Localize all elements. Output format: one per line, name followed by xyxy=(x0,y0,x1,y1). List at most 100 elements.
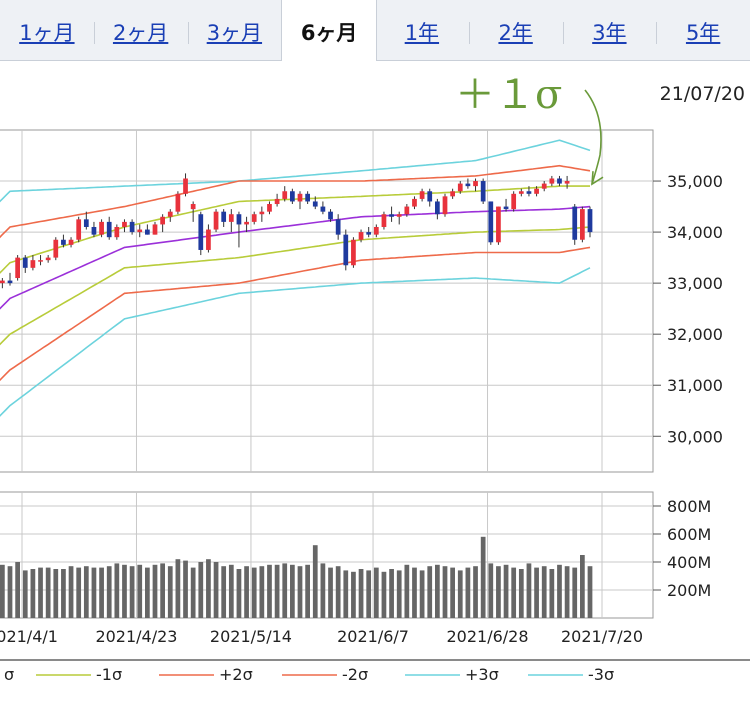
volume-bar xyxy=(488,563,494,618)
volume-bar xyxy=(61,569,66,618)
tab-1[interactable]: 1ヶ月 xyxy=(19,21,75,45)
plus-1-sigma-annotation: ＋１σ xyxy=(455,72,562,118)
tab-5[interactable]: 1年 xyxy=(404,21,440,45)
volume-bar xyxy=(549,569,555,618)
candle-body xyxy=(282,191,288,199)
volume-bar xyxy=(45,567,51,618)
volume-bar xyxy=(427,566,433,618)
price-axis: 35,000 34,000 33,000 32,000 31,000 30,000 xyxy=(653,172,723,446)
annotation-arrow xyxy=(584,89,602,185)
volume-bar xyxy=(259,566,265,618)
candle-body xyxy=(389,214,394,217)
candle-body xyxy=(244,221,249,225)
candle-body xyxy=(190,204,196,210)
volume-bar xyxy=(114,563,120,618)
price-tick-label: 35,000 xyxy=(667,172,723,191)
volume-bar xyxy=(68,566,74,618)
tab-separator xyxy=(187,22,189,44)
candle-body xyxy=(511,193,517,210)
volume-bar xyxy=(76,567,82,618)
band-minus2 xyxy=(0,246,591,382)
date-tick-label: 2021/5/14 xyxy=(210,627,292,646)
candle-body xyxy=(335,219,341,235)
legend-label: -3σ xyxy=(588,665,614,684)
volume-bar xyxy=(152,564,158,618)
period-tabs: 1ヶ月 2ヶ月 3ヶ月 6ヶ月 1年 2年 3年 5年 xyxy=(0,0,750,61)
volume-bar xyxy=(480,536,486,618)
volume-bar xyxy=(511,567,517,618)
candle-body xyxy=(305,193,310,202)
candle-body xyxy=(83,219,89,227)
date-tick-label: 2021/7/20 xyxy=(561,627,643,646)
candle-body xyxy=(457,183,463,192)
tab-7[interactable]: 3年 xyxy=(592,21,627,45)
price-tick-label: 32,000 xyxy=(667,325,723,344)
volume-bar xyxy=(0,564,5,618)
candle-body xyxy=(373,226,379,235)
volume-bar xyxy=(122,564,127,618)
candle-body xyxy=(541,183,547,189)
candle-body xyxy=(129,221,135,233)
candle-body xyxy=(480,181,486,202)
tab-4[interactable]: 6ヶ月 xyxy=(281,0,377,61)
candle-body xyxy=(99,221,104,235)
candle-body xyxy=(572,206,578,240)
band-minus3 xyxy=(0,267,591,417)
candle-body xyxy=(167,211,173,217)
volume-bar xyxy=(145,567,150,618)
tab-3[interactable]: 3ヶ月 xyxy=(206,21,263,45)
volume-bar xyxy=(83,566,89,618)
candle-body xyxy=(526,191,532,194)
volume-bar xyxy=(534,567,539,618)
candle-body xyxy=(366,232,372,235)
candle-body xyxy=(290,191,295,202)
volume-bar xyxy=(251,567,257,618)
tab-6[interactable]: 2年 xyxy=(498,21,533,45)
volume-bar xyxy=(457,570,463,618)
candle-body xyxy=(106,221,112,238)
candle-body xyxy=(358,232,364,240)
price-tick-label: 34,000 xyxy=(667,223,723,242)
candle-body xyxy=(198,214,204,250)
volume-bar xyxy=(99,567,104,618)
volume-bar xyxy=(160,563,165,618)
candle-body xyxy=(114,226,120,238)
volume-bar xyxy=(7,566,13,618)
volume-bar xyxy=(137,564,143,618)
candle-body xyxy=(152,224,158,235)
tab-8[interactable]: 5年 xyxy=(685,21,721,45)
volume-bar xyxy=(38,567,43,618)
volume-bar xyxy=(564,566,570,618)
tab-2[interactable]: 2ヶ月 xyxy=(112,21,169,45)
volume-bar xyxy=(228,564,234,618)
volume-bar xyxy=(366,570,372,618)
candle-body xyxy=(45,257,51,261)
stock-chart: ＋１σ 21/07/20 35,000 34,000 33,000 32,000 31,… xyxy=(0,72,750,684)
volume-bar xyxy=(312,545,318,618)
candlesticks xyxy=(0,173,593,289)
legend: σ -1σ +2σ -2σ +3σ -3σ xyxy=(4,665,614,684)
volume-bar xyxy=(175,559,181,618)
candle-body xyxy=(328,211,333,220)
candle-body xyxy=(137,229,143,233)
candle-body xyxy=(68,239,74,245)
legend-label: -2σ xyxy=(342,665,368,684)
volume-bar xyxy=(206,559,211,618)
date-tick-label: 2021/4/23 xyxy=(95,627,177,646)
candle-body xyxy=(267,204,272,212)
annotation-arrowhead xyxy=(591,171,604,186)
tab-separator xyxy=(468,22,470,44)
volume-bar xyxy=(91,567,97,618)
volume-bar xyxy=(496,566,501,618)
volume-bar xyxy=(419,570,425,618)
legend-label: -1σ xyxy=(96,665,122,684)
candle-body xyxy=(15,257,20,279)
volume-bar xyxy=(473,566,478,618)
band-plus3 xyxy=(0,139,591,203)
candle-body xyxy=(518,191,524,194)
price-panel-frame xyxy=(0,129,654,473)
volume-panel-frame xyxy=(0,491,654,619)
candle-body xyxy=(404,206,410,215)
candle-body xyxy=(122,221,127,227)
volume-bar xyxy=(213,562,219,618)
